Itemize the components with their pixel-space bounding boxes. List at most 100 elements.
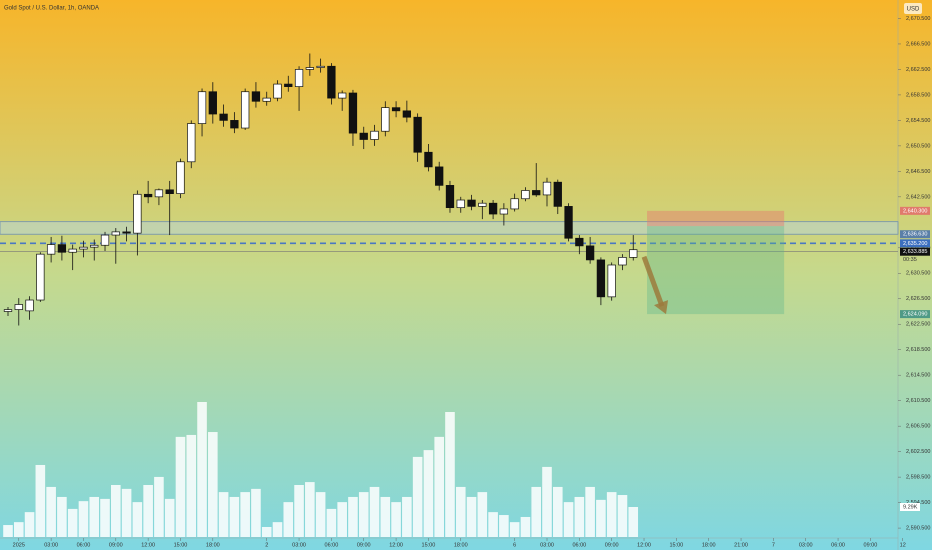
- candle-body: [36, 253, 45, 301]
- y-tick-label: 2,598.500: [906, 475, 930, 481]
- y-tick-label: 2,662.500: [906, 67, 930, 73]
- candle-body: [424, 151, 433, 168]
- currency: USD: [907, 7, 920, 13]
- candle-body: [607, 264, 616, 298]
- y-tick-label: 2,610.500: [906, 398, 930, 404]
- y-tick-label: 2,658.500: [906, 92, 930, 98]
- y-tick-label: 2,618.500: [906, 347, 930, 353]
- volume-bar: [283, 502, 294, 537]
- zone-band: [0, 221, 899, 235]
- volume-bar: [606, 492, 617, 537]
- candle-body: [435, 166, 444, 186]
- volume-bar: [305, 482, 315, 537]
- candle-body: [381, 107, 390, 132]
- x-tick-label: 12:00: [637, 542, 651, 548]
- volume-bar: [423, 450, 434, 537]
- x-tick-label: 2025: [13, 542, 25, 548]
- y-tick-label: 2,590.500: [906, 526, 930, 532]
- x-tick-label: 06:00: [831, 542, 845, 548]
- candle-body: [575, 237, 584, 247]
- candle-body: [316, 65, 325, 68]
- x-tick-label: 18:00: [206, 542, 220, 548]
- volume-bar: [197, 402, 207, 537]
- y-tick-label: 2,670.500: [906, 16, 930, 22]
- y-tick-label: 2,646.500: [906, 169, 930, 175]
- x-tick-label: 21:00: [734, 542, 748, 548]
- candle-body: [262, 97, 271, 102]
- current-price-label: 2,633.885: [903, 249, 927, 255]
- x-tick-label: 12: [900, 542, 906, 548]
- target-zone: [647, 226, 785, 315]
- volume-bar: [391, 502, 401, 537]
- candle-body: [100, 234, 110, 246]
- candle-body: [14, 304, 23, 310]
- candle-body: [467, 199, 476, 207]
- candle-body: [165, 189, 174, 195]
- y-tick-label: 2,654.500: [906, 118, 930, 124]
- volume-bar: [24, 512, 35, 537]
- volume-bar: [369, 486, 380, 537]
- volume-bar: [13, 522, 24, 537]
- volume-bar: [111, 485, 121, 537]
- volume-bar: [358, 492, 369, 537]
- volume-bar: [585, 486, 595, 537]
- candle-body: [585, 245, 595, 261]
- volume-bar: [412, 456, 423, 537]
- candle-body: [251, 91, 261, 102]
- volume-bar: [552, 486, 563, 537]
- volume-bar: [488, 512, 498, 537]
- volume-bar: [132, 502, 143, 537]
- current-price-label-box: [900, 247, 930, 256]
- x-tick-label: 09:00: [109, 542, 123, 548]
- volume-bar: [57, 496, 67, 537]
- dashed-label: 2,635.200: [903, 241, 927, 247]
- y-tick-label: 2,642.500: [906, 194, 930, 200]
- x-tick-label: 06:00: [77, 542, 91, 548]
- currency-box: [904, 3, 922, 14]
- candle-body: [284, 83, 293, 87]
- y-tick-label: 2,606.500: [906, 424, 930, 430]
- x-tick-label: 15:00: [422, 542, 436, 548]
- stop-zone: [647, 210, 785, 227]
- volume-bar: [229, 496, 240, 537]
- volume-bar: [455, 486, 466, 537]
- x-tick-label: 03:00: [540, 542, 554, 548]
- volume-bar: [175, 436, 186, 537]
- candle-body: [187, 123, 196, 163]
- candle-body: [3, 309, 13, 312]
- y-tick-label: 2,650.500: [906, 143, 930, 149]
- volume-label: 9.29K: [903, 504, 918, 510]
- x-tick-label: 06:00: [325, 542, 339, 548]
- y-tick-label: 2,602.500: [906, 449, 930, 455]
- candle-body: [25, 299, 34, 312]
- x-tick-label: 06:00: [572, 542, 586, 548]
- volume-bar: [434, 436, 444, 537]
- volume-bar: [574, 496, 585, 537]
- candle-body: [596, 259, 606, 298]
- x-tick-label: 18:00: [702, 542, 716, 548]
- zone-label-box: [900, 230, 930, 239]
- candle-body: [564, 206, 573, 239]
- candle-body: [542, 181, 552, 196]
- volume-bar: [348, 496, 358, 537]
- candle-body: [273, 83, 282, 99]
- candle-body: [143, 193, 153, 198]
- candle-body: [219, 113, 228, 121]
- volume-bar: [445, 412, 455, 537]
- volume-bar: [520, 516, 531, 537]
- candle-body: [133, 193, 142, 234]
- candle-body: [294, 69, 304, 87]
- candle-body: [348, 92, 358, 134]
- candle-body: [618, 257, 627, 266]
- x-tick-label: 03:00: [799, 542, 813, 548]
- volume-bar: [100, 498, 110, 537]
- candle-body: [305, 67, 314, 70]
- candle-body: [359, 132, 368, 140]
- volume-bar: [164, 498, 175, 537]
- candle-body: [176, 161, 185, 195]
- volume-bar: [315, 492, 326, 537]
- volume-bar: [402, 496, 412, 537]
- candle-body: [456, 199, 465, 209]
- candle-body: [230, 120, 239, 129]
- volume-bar: [477, 492, 488, 537]
